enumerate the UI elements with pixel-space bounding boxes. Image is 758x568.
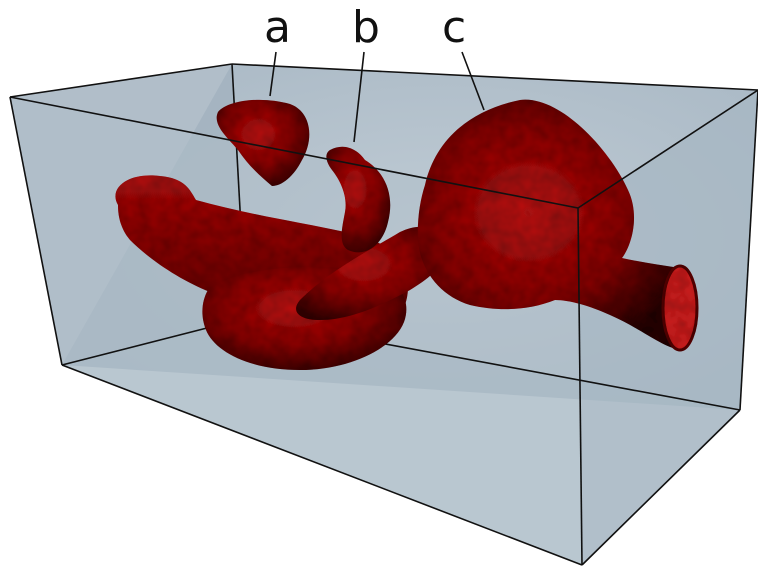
box-front-edges [9, 63, 758, 566]
label-a: a [264, 2, 291, 53]
leader-line-a [269, 51, 277, 97]
label-b: b [352, 2, 380, 53]
leader-lines [269, 51, 485, 143]
vessel-fragment-a [216, 99, 310, 186]
vessel-outlet [661, 264, 699, 352]
box-bottom-face [62, 318, 740, 565]
label-c: c [442, 2, 466, 53]
vessel-branch-b [326, 146, 391, 253]
leader-line-c [461, 51, 485, 111]
vessel-structures [115, 99, 699, 370]
leader-line-b [353, 51, 365, 143]
aneurysm-c [417, 99, 695, 350]
connecting-vessel [296, 226, 446, 320]
